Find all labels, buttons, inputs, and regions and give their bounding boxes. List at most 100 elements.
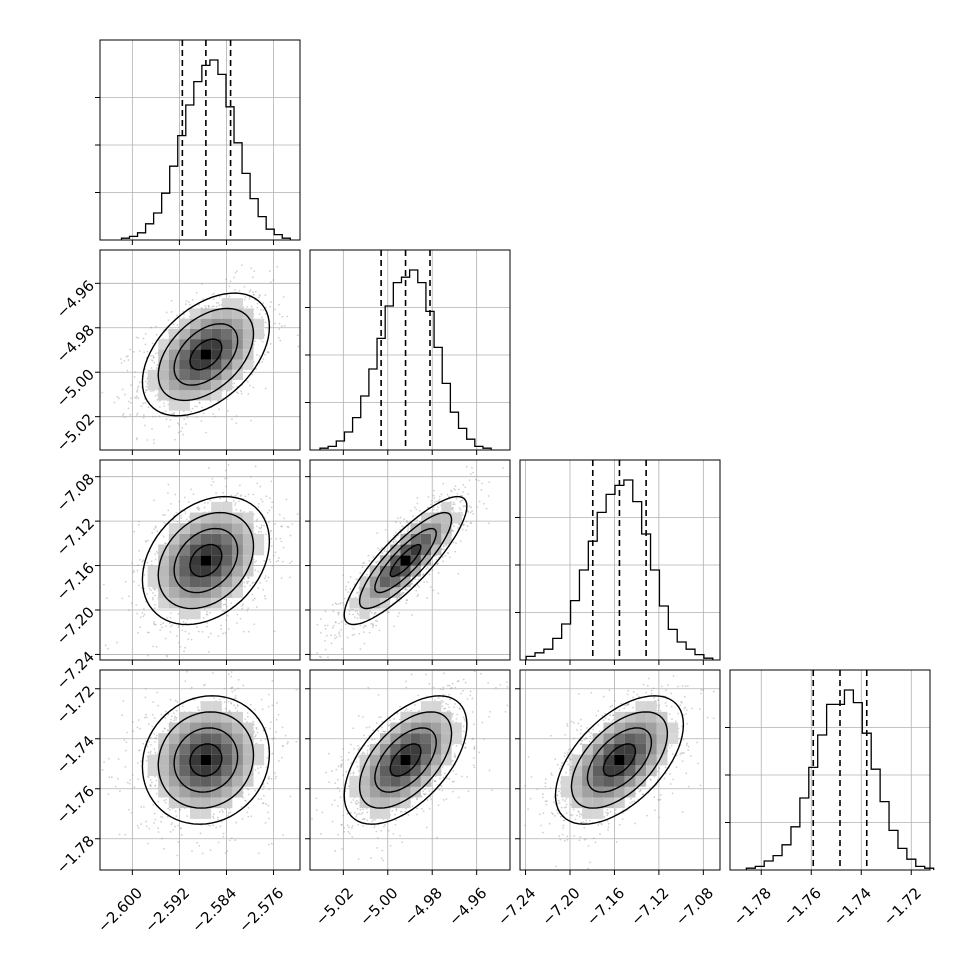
sample-point — [202, 412, 205, 415]
sample-point — [227, 463, 230, 466]
sample-point — [432, 494, 435, 497]
sample-point — [462, 524, 465, 527]
density-cell — [441, 501, 452, 513]
sample-point — [156, 367, 159, 370]
sample-point — [214, 415, 216, 418]
sample-point — [176, 314, 178, 317]
density-cell — [147, 576, 159, 588]
sample-point — [278, 313, 281, 316]
sample-point — [257, 798, 260, 801]
sample-point — [246, 609, 249, 612]
sample-point — [118, 790, 121, 792]
sample-point — [181, 629, 184, 632]
density-cell — [179, 359, 190, 370]
sample-point — [282, 296, 285, 298]
sample-point — [252, 720, 255, 723]
sample-point — [174, 493, 177, 496]
sample-point — [136, 437, 138, 440]
sample-point — [264, 738, 267, 741]
sample-point — [198, 303, 200, 306]
sample-point — [121, 388, 124, 391]
sample-point — [180, 517, 183, 520]
sample-point — [244, 296, 247, 298]
sample-point — [256, 482, 259, 485]
sample-point — [135, 414, 138, 416]
sample-point — [264, 821, 267, 824]
sample-point — [178, 326, 180, 329]
sample-point — [160, 815, 163, 818]
sample-point — [259, 485, 262, 488]
sample-point — [176, 854, 179, 857]
sample-point — [469, 521, 472, 524]
sample-point — [169, 830, 172, 833]
sample-point — [173, 438, 176, 441]
sample-point — [226, 409, 229, 412]
sample-point — [281, 325, 283, 328]
panel-frame — [99, 39, 301, 241]
sample-point — [446, 493, 449, 496]
sample-point — [126, 781, 129, 784]
sample-point — [146, 389, 148, 392]
sample-point — [138, 350, 141, 352]
sample-point — [190, 488, 193, 491]
grid-lines — [100, 40, 300, 240]
sample-point — [184, 646, 187, 649]
sample-point — [247, 607, 250, 610]
sample-point — [107, 793, 110, 796]
sample-point — [227, 812, 230, 815]
sample-point — [240, 510, 242, 512]
density-cell — [211, 565, 222, 577]
sample-point — [283, 517, 285, 520]
density-cell — [168, 597, 180, 609]
sample-point — [234, 288, 236, 291]
sample-point — [172, 828, 174, 831]
sample-point — [370, 623, 372, 625]
sample-point — [269, 342, 272, 345]
sample-point — [373, 613, 376, 615]
sample-point — [337, 622, 340, 625]
sample-point — [372, 624, 374, 627]
sample-point — [255, 560, 258, 562]
sample-point — [254, 569, 257, 572]
sample-point — [164, 410, 167, 413]
sample-point — [430, 500, 433, 502]
sample-point — [270, 842, 273, 845]
sample-point — [264, 321, 267, 324]
sample-point — [280, 577, 283, 580]
sample-point — [333, 634, 336, 637]
density-cell — [232, 512, 243, 524]
histogram-step — [319, 269, 492, 450]
sample-point — [207, 467, 210, 470]
y-tick-label: −7.12 — [53, 514, 98, 559]
sample-point — [252, 291, 254, 294]
sample-point — [147, 842, 150, 845]
sample-point — [396, 598, 399, 600]
sample-point — [237, 392, 239, 395]
sample-point — [119, 358, 122, 360]
sample-point — [316, 623, 319, 626]
sample-point — [165, 710, 167, 713]
sample-point — [269, 727, 272, 730]
sample-point — [123, 416, 126, 419]
sample-point — [164, 513, 166, 516]
density-cell — [211, 533, 222, 545]
sample-point — [170, 715, 173, 718]
sample-point — [236, 705, 239, 707]
sample-point — [203, 506, 206, 509]
sample-point — [480, 489, 483, 491]
sample-point — [165, 654, 168, 657]
sample-point — [426, 566, 429, 569]
sample-point — [268, 509, 271, 512]
sample-point — [127, 595, 130, 598]
sample-point — [152, 587, 155, 589]
sample-point — [256, 302, 259, 305]
sample-point — [121, 414, 124, 417]
sample-point — [331, 626, 334, 629]
sample-point — [163, 402, 166, 405]
sample-point — [416, 496, 419, 499]
sample-point — [427, 506, 429, 509]
sample-point — [166, 816, 169, 818]
sample-point — [423, 581, 425, 583]
density-cell — [253, 544, 265, 556]
sample-point — [185, 300, 188, 302]
